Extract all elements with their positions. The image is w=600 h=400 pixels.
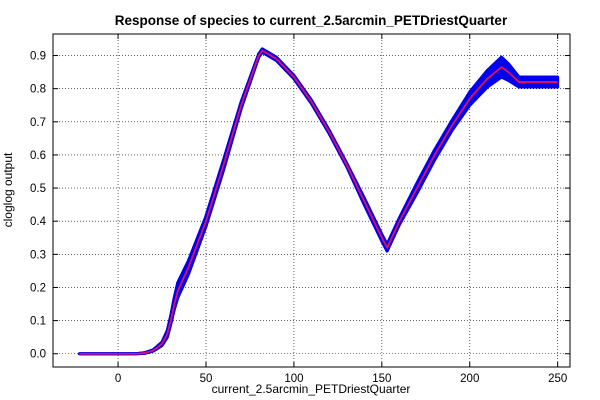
x-tick-label: 250 [548, 373, 567, 385]
x-axis-label: current_2.5arcmin_PETDriestQuarter [212, 382, 411, 396]
y-tick-label: 0.1 [30, 316, 46, 328]
x-tick-label: 150 [372, 373, 391, 385]
y-tick-label: 0.8 [30, 84, 46, 96]
y-tick-label: 0.0 [30, 349, 46, 361]
band-lower-line [79, 50, 558, 356]
x-tick-label: 50 [200, 373, 213, 385]
y-tick-label: 0.6 [30, 150, 46, 162]
plot-area: 0 50 100 150 200 250 0.0 0.1 0.2 0.3 0.4 0.5 0.6 0.7 0… [30, 33, 571, 385]
y-tick-label: 0.5 [30, 183, 46, 195]
x-tick-label: 200 [460, 373, 479, 385]
mean-response-line [79, 49, 558, 355]
y-tick-label: 0.2 [30, 282, 46, 294]
y-axis-label: cloglog output [1, 152, 15, 227]
band-upper-line [79, 47, 558, 356]
x-tick-label: 0 [115, 373, 121, 385]
chart-title: Response of species to current_2.5arcmin… [115, 13, 508, 28]
y-tick-label: 0.7 [30, 117, 46, 129]
y-tick-label: 0.3 [30, 249, 46, 261]
x-tick-label: 100 [284, 373, 303, 385]
y-tick-label: 0.4 [30, 216, 47, 228]
y-tick-label: 0.9 [30, 51, 46, 63]
